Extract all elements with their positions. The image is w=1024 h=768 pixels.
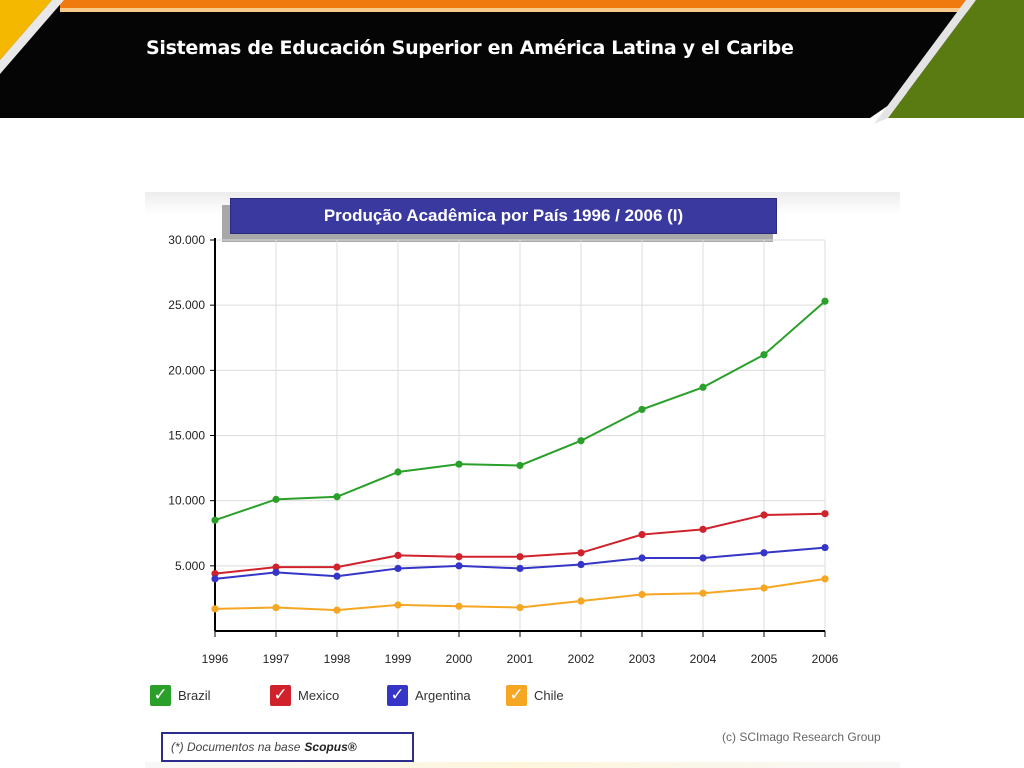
checkmark-icon[interactable]: ✓ [270, 684, 291, 706]
chart-panel: Produção Acadêmica por País 1996 / 2006 … [145, 192, 900, 768]
data-point-argentina [638, 554, 646, 562]
credit-text: (c) SCImago Research Group [722, 730, 881, 744]
data-point-chile [577, 597, 585, 605]
data-point-brazil [455, 460, 463, 468]
checkmark-icon[interactable]: ✓ [506, 684, 527, 706]
series-brazil [211, 297, 829, 524]
source-footnote: (*) Documentos na base Scopus® [161, 732, 414, 762]
data-point-mexico [516, 553, 524, 561]
y-tick-label: 5.000 [175, 559, 205, 573]
x-tick-label: 1999 [385, 652, 412, 666]
data-point-brazil [699, 383, 707, 391]
data-point-brazil [272, 495, 280, 503]
x-tick-label: 2004 [690, 652, 717, 666]
y-tick-label: 30.000 [168, 233, 205, 247]
y-tick-label: 25.000 [168, 298, 205, 312]
chart-title: Produção Acadêmica por País 1996 / 2006 … [230, 198, 777, 234]
data-point-mexico [821, 510, 829, 518]
data-point-mexico [638, 530, 646, 539]
slide-title: Sistemas de Educación Superior en Améric… [146, 37, 794, 59]
x-tick-label: 2006 [812, 652, 839, 666]
data-point-argentina [516, 564, 524, 573]
slide-banner [0, 0, 1024, 124]
legend-label: Chile [534, 687, 564, 703]
data-point-chile [516, 603, 524, 612]
x-tick-label: 1998 [324, 652, 351, 666]
legend-item-mexico[interactable]: ✓ Mexico [270, 682, 339, 708]
footnote-text: (*) Documentos na base [171, 740, 301, 754]
data-point-chile [394, 601, 402, 609]
y-tick-label: 10.000 [168, 494, 205, 508]
data-point-chile [699, 589, 707, 597]
data-point-mexico [577, 549, 585, 557]
data-point-argentina [394, 564, 402, 573]
data-point-mexico [699, 525, 707, 533]
y-tick-label: 15.000 [168, 429, 205, 443]
data-point-chile [760, 584, 768, 592]
data-point-argentina [272, 568, 280, 576]
series-mexico [211, 510, 829, 578]
data-point-mexico [333, 563, 341, 571]
data-point-argentina [760, 549, 768, 557]
checkmark-icon[interactable]: ✓ [150, 684, 171, 706]
bottom-fade [145, 762, 900, 768]
data-point-chile [272, 603, 280, 612]
data-point-chile [455, 602, 463, 610]
x-tick-label: 2000 [446, 652, 473, 666]
series-argentina [211, 543, 829, 583]
grid-lines [215, 239, 826, 631]
x-tick-label: 2005 [751, 652, 778, 666]
data-point-argentina [455, 562, 463, 570]
data-point-chile [211, 605, 219, 613]
data-point-mexico [211, 570, 219, 578]
data-point-chile [333, 606, 341, 614]
legend-item-brazil[interactable]: ✓ Brazil [150, 682, 211, 708]
checkmark-icon[interactable]: ✓ [387, 684, 408, 706]
data-point-chile [638, 590, 646, 599]
legend-label: Argentina [415, 687, 471, 703]
banner-yellow-corner-edge [0, 0, 64, 74]
data-point-brazil [333, 493, 341, 501]
data-point-brazil [516, 461, 524, 470]
legend-label: Brazil [178, 687, 211, 703]
banner-green-corner [888, 0, 1024, 118]
banner-orange-stripe [60, 0, 975, 8]
data-point-mexico [272, 563, 280, 571]
data-point-argentina [333, 572, 341, 580]
data-point-brazil [577, 437, 585, 445]
series-group [211, 297, 829, 614]
axes: 5.000 10.000 15.000 20.000 25.000 30.000 1996 1… [168, 233, 838, 666]
x-tick-label: 2002 [568, 652, 595, 666]
x-tick-label: 1996 [202, 652, 229, 666]
data-point-brazil [760, 351, 768, 359]
banner-light-stripe [60, 8, 972, 12]
data-point-brazil [211, 516, 219, 524]
footnote-source: Scopus® [304, 740, 357, 754]
line-chart: 5.000 10.000 15.000 20.000 25.000 30.000 1996 1… [168, 233, 838, 666]
data-point-mexico [760, 511, 768, 519]
x-tick-label: 2001 [507, 652, 534, 666]
series-chile [211, 575, 829, 614]
data-point-mexico [455, 553, 463, 561]
x-tick-label: 2003 [629, 652, 656, 666]
banner-black-band [0, 0, 1024, 118]
y-tick-label: 20.000 [168, 363, 205, 377]
data-point-brazil [638, 405, 646, 414]
legend-item-chile[interactable]: ✓ Chile [506, 682, 564, 708]
data-point-mexico [394, 551, 402, 560]
data-point-chile [821, 575, 829, 583]
data-point-brazil [394, 468, 402, 476]
data-point-argentina [699, 554, 707, 562]
data-point-argentina [577, 560, 585, 569]
data-point-brazil [821, 297, 829, 305]
data-point-argentina [211, 575, 219, 583]
data-point-argentina [821, 543, 829, 552]
legend-item-argentina[interactable]: ✓ Argentina [387, 682, 471, 708]
legend-label: Mexico [298, 687, 340, 703]
banner-green-corner-edge [874, 0, 976, 124]
x-tick-label: 1997 [263, 652, 290, 666]
